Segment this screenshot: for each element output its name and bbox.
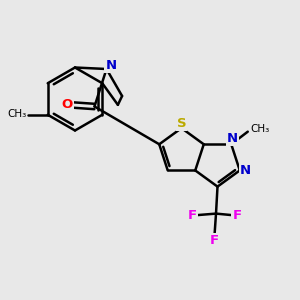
Text: N: N xyxy=(105,58,117,72)
Text: F: F xyxy=(232,208,242,222)
Text: N: N xyxy=(227,132,238,146)
Text: N: N xyxy=(240,164,251,177)
Text: CH₃: CH₃ xyxy=(7,109,26,119)
Text: F: F xyxy=(188,208,196,222)
Text: O: O xyxy=(62,98,73,112)
Text: F: F xyxy=(210,234,219,247)
Text: S: S xyxy=(177,117,186,130)
Text: CH₃: CH₃ xyxy=(251,124,270,134)
